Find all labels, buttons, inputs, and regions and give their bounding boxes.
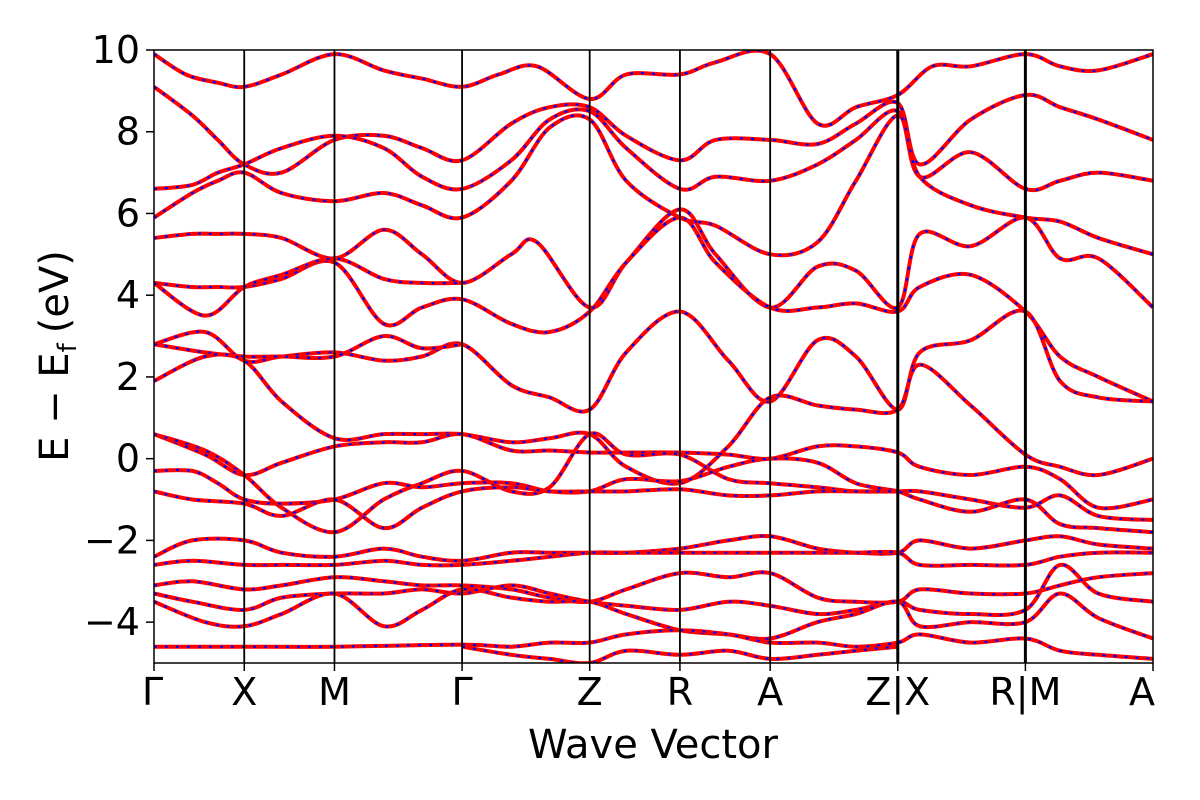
band-line-dft-13: [154, 485, 898, 531]
x-tick-label: X: [231, 670, 257, 714]
x-tick-label: R|M: [989, 670, 1061, 715]
y-axis-ticks: −4 −2 0 2 4 6 8 10: [84, 28, 154, 644]
y-axis-title-main: E − E: [32, 352, 78, 462]
x-tick-label: R: [667, 670, 693, 714]
x-tick-label: A: [757, 670, 783, 714]
band-line-dft-1: [154, 85, 1153, 176]
y-axis-title: E − Ef (eV): [32, 250, 83, 462]
band-line-wannier-15: [154, 550, 1153, 567]
band-line-dft-0: [154, 50, 1153, 128]
x-axis-title: Wave Vector: [528, 722, 779, 768]
band-line-dft-11: [154, 431, 1153, 535]
y-tick-label: 10: [92, 28, 140, 72]
x-tick-label: Z|X: [865, 670, 930, 715]
x-axis-ticks: Γ X M Γ Z R A Z|X R|M A: [142, 663, 1155, 715]
band-line-wannier-8: [154, 334, 463, 360]
band-lines: [154, 50, 1153, 663]
k-point-lines: [243, 50, 1027, 663]
y-tick-label: 8: [116, 110, 140, 154]
y-axis-title-unit: (eV): [32, 250, 78, 333]
x-tick-label: Γ: [451, 670, 472, 714]
band-line-dft-19: [154, 628, 1153, 661]
band-line-wannier-3: [154, 114, 1153, 257]
x-tick-label: M: [318, 670, 351, 714]
x-tick-label: A: [1129, 670, 1155, 714]
band-line-dft-2: [154, 107, 1153, 193]
y-tick-label: 0: [116, 437, 140, 481]
plot-frame: [153, 49, 1154, 664]
band-line-wannier-9: [154, 353, 1153, 485]
y-tick-label: 4: [116, 273, 140, 317]
y-axis-title-subscript: f: [53, 342, 83, 352]
y-tick-label: −2: [84, 518, 140, 562]
band-line-wannier-16: [154, 571, 1153, 604]
y-tick-label: 6: [116, 191, 140, 235]
band-line-dft-12: [154, 456, 1153, 535]
band-line-wannier-18: [154, 587, 1153, 641]
x-tick-label: Z: [577, 670, 603, 714]
band-line-wannier-10: [154, 432, 1153, 510]
x-tick-label: Γ: [142, 670, 163, 714]
y-tick-label: 2: [116, 355, 140, 399]
y-tick-label: −4: [84, 600, 140, 644]
band-line-wannier-5: [154, 216, 1153, 403]
band-line-wannier-6: [154, 257, 463, 317]
